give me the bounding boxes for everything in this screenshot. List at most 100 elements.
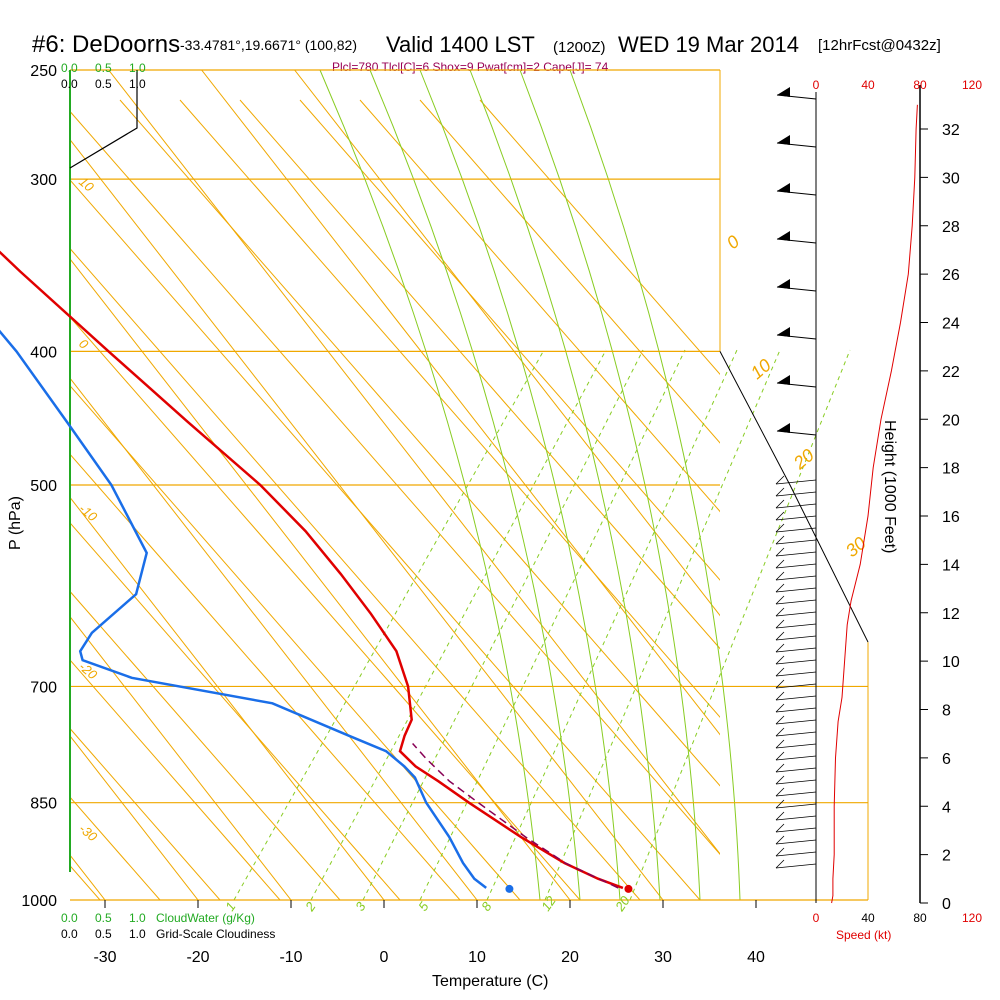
valid-time: Valid 1400 LST <box>386 32 535 57</box>
boundary-line <box>719 351 869 643</box>
wind-barb-feather <box>775 475 785 485</box>
wind-barb-feather <box>775 751 785 761</box>
mixing-ratio-line <box>362 349 644 901</box>
wind-barb <box>775 683 817 689</box>
wind-barb-flag <box>777 135 790 145</box>
speed-profile-line <box>831 104 918 904</box>
wind-barb <box>775 851 817 857</box>
dry-adiabat-line <box>70 179 701 900</box>
wind-barb <box>775 659 817 665</box>
wind-barb <box>775 479 817 485</box>
wind-barb-feather <box>775 703 785 713</box>
wind-barb-feather <box>775 631 785 641</box>
wind-barb <box>775 707 817 713</box>
wind-barb-feather <box>775 811 785 821</box>
temperature-tick-label: 10 <box>468 949 486 966</box>
height-tick-label: 6 <box>942 751 951 768</box>
surface-temperature-dot <box>624 884 633 893</box>
pressure-axis-label: P (hPa) <box>7 496 24 550</box>
wind-barb-feather <box>775 583 785 593</box>
wind-barb-feather <box>775 715 785 725</box>
wind-barb-feather <box>775 511 785 521</box>
wind-barb <box>775 839 817 845</box>
wind-barb-feather <box>775 643 785 653</box>
wind-barb-flag <box>777 279 790 289</box>
dry-adiabat-line <box>70 659 281 900</box>
wind-barb <box>775 515 817 521</box>
wind-barb-flag <box>777 327 790 337</box>
wind-barb-feather <box>775 859 785 869</box>
mixing-ratio-label: 12 <box>538 893 559 914</box>
wind-barb <box>775 599 817 605</box>
mixing-ratio-lines <box>233 69 851 901</box>
wind-barb <box>775 527 817 533</box>
height-tick-label: 2 <box>942 848 951 865</box>
cloud-water-label: CloudWater (g/Kg) <box>156 911 255 925</box>
parcel-line <box>412 742 619 889</box>
cloud-water-tick-top-1: 0.5 <box>95 61 112 75</box>
height-axis-label: Height (1000 Feet) <box>881 420 898 553</box>
dry-adiabat-line <box>70 384 521 900</box>
pressure-tick-label: 700 <box>30 679 57 696</box>
dry-adiabat-line <box>359 99 720 513</box>
temperature-tick-label: 0 <box>380 949 389 966</box>
cloudiness-tick-top-0: 0.0 <box>61 77 78 91</box>
temperature-tick-label: 30 <box>654 949 672 966</box>
height-tick-label: 0 <box>942 896 951 913</box>
mixing-ratio-line <box>629 349 851 901</box>
height-tick-label: 20 <box>942 412 960 429</box>
station-title: #6: DeDoorns <box>32 31 180 58</box>
height-tick-label: 30 <box>942 170 960 187</box>
height-tick-label: 24 <box>942 316 960 333</box>
profile-series <box>0 250 633 893</box>
wind-barb-feather <box>775 607 785 617</box>
wind-barb-feather <box>775 487 785 497</box>
wind-barb-feather <box>775 571 785 581</box>
speed-tick-bottom: 40 <box>861 911 875 925</box>
pressure-tick-label: 850 <box>30 796 57 813</box>
height-tick-label: 28 <box>942 219 960 236</box>
moist-adiabat-line <box>569 69 741 901</box>
mixing-ratio-label: 2 <box>302 899 319 915</box>
cloudiness-tick-top-1: 0.5 <box>95 77 112 91</box>
station-coords: -33.4781°,19.6671° (100,82) <box>180 37 357 53</box>
speed-tick-bottom: 0 <box>813 911 820 925</box>
cloudiness-tick-top-2: 1.0 <box>129 77 146 91</box>
speed-tick-top: 40 <box>861 78 875 92</box>
pressure-axis: 250 300 400 500 700 850 1000 <box>21 63 57 910</box>
wind-barb <box>775 575 817 581</box>
height-tick-label: 10 <box>942 654 960 671</box>
pressure-tick-label: 1000 <box>21 893 57 910</box>
isobars <box>70 69 869 901</box>
moist-adiabat-line <box>419 69 621 901</box>
wind-barbs <box>775 87 817 869</box>
wind-barb <box>775 827 817 833</box>
wind-barb-feather <box>775 835 785 845</box>
cloud-water-tick-bottom-2: 1.0 <box>129 911 146 925</box>
isotherm-line <box>70 735 199 900</box>
wind-barb-feather <box>775 547 785 557</box>
wind-barb-feather <box>775 499 785 509</box>
moist-adiabat-line <box>469 69 661 901</box>
wind-barb <box>775 779 817 785</box>
wind-barb <box>775 623 817 629</box>
dry-adiabat-line <box>239 99 720 650</box>
height-tick-label: 16 <box>942 509 960 526</box>
mixing-ratio-label: 3 <box>352 899 369 914</box>
speed-tick-bottom: 120 <box>962 911 982 925</box>
wind-barb-feather <box>775 595 785 605</box>
wind-barb <box>775 719 817 725</box>
wind-barb-feather <box>775 679 785 689</box>
wind-barb <box>775 587 817 593</box>
dry-adiabats <box>70 99 720 900</box>
wind-barb <box>775 803 817 809</box>
mixing-ratio-label: 5 <box>415 899 432 914</box>
dry-adiabat-line <box>70 453 461 900</box>
cloudiness-tick-bottom-1: 0.5 <box>95 927 112 941</box>
isotherm-label: 10 <box>76 174 97 195</box>
wind-barb <box>775 695 817 701</box>
pressure-tick-label: 300 <box>30 172 57 189</box>
speed-tick-top: 80 <box>913 78 927 92</box>
